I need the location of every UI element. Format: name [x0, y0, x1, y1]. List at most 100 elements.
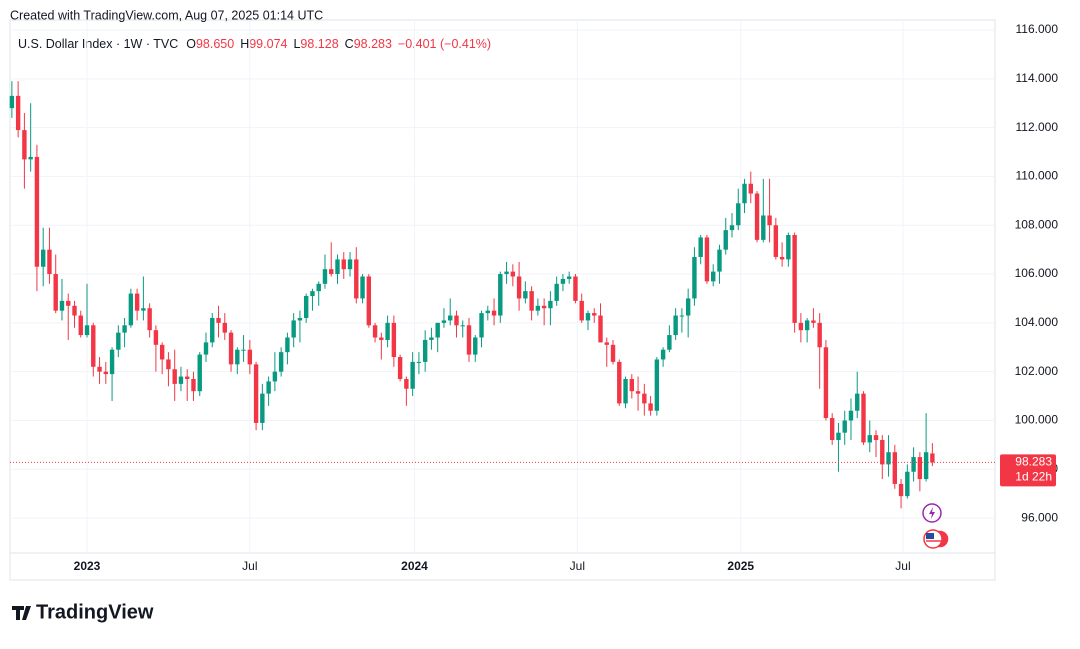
candle-body — [329, 269, 334, 275]
y-tick-label: 110.000 — [1016, 169, 1059, 183]
candle-body — [685, 298, 691, 316]
brand-name: TradingView — [36, 601, 154, 623]
candle-body — [855, 393, 860, 411]
candle-body — [617, 361, 622, 404]
candle-body — [786, 235, 791, 260]
brand-logo — [12, 606, 31, 620]
candle-body — [579, 300, 584, 321]
candle-body — [66, 300, 71, 306]
candle-body — [235, 349, 240, 365]
candle-body — [698, 237, 703, 257]
ohlc-key: L — [293, 37, 300, 51]
candle-body — [610, 344, 616, 362]
candle-body — [197, 354, 202, 392]
candle-body — [604, 342, 609, 345]
candle-body — [448, 315, 453, 321]
candle-body — [829, 418, 835, 441]
candle-body — [347, 259, 353, 270]
candle-body — [335, 259, 340, 275]
candle-body — [91, 325, 96, 367]
candle-body — [679, 315, 685, 317]
candle-body — [823, 347, 829, 419]
candle-body — [429, 337, 434, 340]
candle-body — [861, 393, 866, 443]
candle-body — [141, 308, 146, 311]
candle-body — [210, 317, 215, 343]
candle-body — [391, 322, 397, 358]
candle-body — [692, 256, 697, 299]
candle-body — [291, 320, 296, 338]
candle-body — [228, 332, 234, 365]
candle-body — [466, 325, 472, 355]
candle-body — [15, 95, 21, 131]
candle-body — [754, 193, 760, 240]
candle-body — [278, 352, 284, 372]
candle-body — [704, 237, 710, 282]
y-tick-label: 116.000 — [1016, 22, 1059, 36]
candle-body — [34, 156, 40, 267]
ohlc-key: H — [240, 37, 249, 51]
candle-body — [354, 259, 359, 299]
flag-canton — [926, 533, 934, 539]
candle-body — [435, 322, 440, 338]
candle-body — [880, 440, 885, 465]
candle-body — [667, 335, 672, 350]
y-tick-label: 108.000 — [1015, 217, 1059, 231]
candle-body — [804, 320, 810, 331]
candle-body — [566, 276, 572, 279]
x-tick-label: 2025 — [727, 559, 754, 573]
ohlc-key: C — [345, 37, 354, 51]
candle-body — [109, 349, 115, 375]
candle-body — [454, 315, 459, 326]
candle-body — [930, 453, 935, 463]
candle-body — [97, 366, 102, 372]
plot — [9, 20, 995, 553]
candle-body — [372, 325, 378, 338]
candle-body — [654, 359, 660, 411]
candle-body — [673, 315, 678, 336]
candle-body — [116, 332, 121, 350]
candle-body — [53, 274, 58, 311]
candle-body — [498, 274, 503, 316]
candle-body — [385, 322, 390, 340]
y-tick-label: 96.000 — [1021, 510, 1058, 524]
candle-body — [510, 271, 516, 277]
price-tag-countdown: 1d 22h — [1015, 470, 1052, 484]
price-tag-value: 98.283 — [1015, 455, 1052, 469]
candle-body — [504, 271, 509, 275]
candle-body — [78, 315, 83, 336]
candle-body — [548, 300, 553, 309]
candle-body — [767, 215, 772, 226]
candle-body — [366, 276, 372, 326]
candle-body — [723, 230, 728, 250]
y-tick-label: 114.000 — [1016, 71, 1059, 85]
candle-body — [917, 457, 923, 480]
candle-body — [529, 291, 534, 311]
candle-body — [441, 320, 447, 323]
candle-body — [598, 315, 603, 343]
candle-body — [241, 349, 246, 351]
x-tick-label: Jul — [570, 559, 585, 573]
candle-body — [22, 130, 27, 160]
candle-body — [711, 271, 716, 282]
candle-body — [147, 308, 152, 331]
candle-body — [266, 381, 271, 394]
candle-body — [773, 225, 779, 257]
candle-body — [410, 361, 415, 389]
ohlc-value: 99.074 — [249, 37, 287, 51]
candle-body — [842, 420, 847, 433]
candle-body — [59, 300, 65, 311]
y-tick-label: 106.000 — [1015, 266, 1059, 280]
candle-body — [122, 325, 127, 333]
candle-body — [422, 339, 428, 362]
candle-body — [310, 291, 315, 297]
candle-body — [460, 325, 465, 327]
candle-body — [905, 471, 910, 497]
candle-body — [729, 225, 735, 231]
candle-body — [535, 305, 541, 311]
candle-body — [397, 357, 403, 379]
candle-body — [172, 369, 177, 384]
candle-body — [178, 376, 184, 384]
